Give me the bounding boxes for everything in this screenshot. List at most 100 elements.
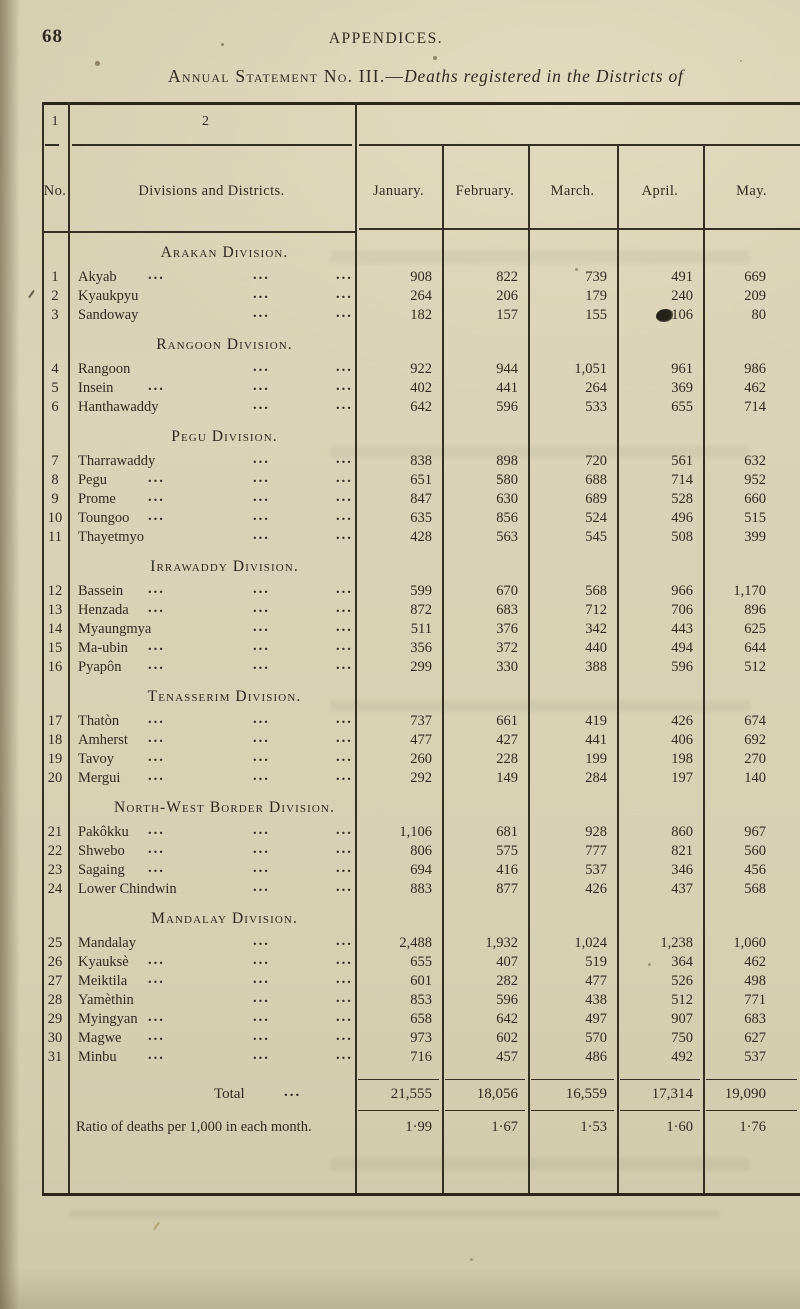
month-value-cell: 737 — [355, 712, 442, 731]
district-cell: Kyauksè......... — [68, 952, 355, 972]
month-value: 658 — [410, 1011, 432, 1027]
table-row: 2 Kyaukpyu...... 264 206 179 240 209 — [42, 286, 800, 306]
table-row: 8 Pegu......... 651 580 688 714 952 — [42, 470, 800, 490]
month-value-cell: 494 — [617, 639, 703, 658]
leader-dots: ... — [253, 305, 270, 321]
month-value: 428 — [410, 529, 432, 545]
month-value: 750 — [671, 1030, 693, 1046]
month-value-cell: 644 — [703, 639, 800, 658]
leader-dots: ... — [253, 508, 270, 524]
month-value-cell: 80 — [703, 306, 800, 325]
leader-dots: ... — [253, 768, 270, 784]
ink-blot — [656, 309, 673, 322]
month-value: 149 — [496, 770, 518, 786]
month-value: 515 — [744, 510, 766, 526]
row-number: 18 — [47, 732, 63, 748]
district-cell: Thayetmyo...... — [68, 527, 355, 547]
month-value: 674 — [744, 713, 766, 729]
district-name: Minbu — [78, 1049, 117, 1065]
district-name: Shwebo — [78, 843, 125, 859]
month-value: 670 — [496, 583, 518, 599]
month-value: 560 — [744, 843, 766, 859]
month-value: 570 — [585, 1030, 607, 1046]
month-value-cell: 182 — [355, 306, 442, 325]
month-value: 157 — [496, 307, 518, 323]
month-value: 462 — [744, 954, 766, 970]
month-value-cell: 714 — [617, 471, 703, 490]
month-value-cell: 438 — [528, 991, 617, 1010]
month-value-cell: 570 — [528, 1029, 617, 1048]
month-value: 477 — [585, 973, 607, 989]
month-value-cell: 716 — [355, 1048, 442, 1067]
month-value-cell: 437 — [617, 880, 703, 899]
table-row: 1 Akyab......... 908 822 739 491 669 — [42, 267, 800, 287]
month-value: 496 — [671, 510, 693, 526]
month-value-cell: 209 — [703, 287, 800, 306]
leader-dots: ... — [336, 1009, 353, 1025]
month-value: 877 — [496, 881, 518, 897]
month-value-cell: 627 — [703, 1029, 800, 1048]
row-number: 28 — [47, 992, 63, 1008]
month-value: 440 — [585, 640, 607, 656]
total-value-cell: 18,056 — [442, 1079, 528, 1111]
leader-dots: ... — [148, 600, 165, 616]
district-cell: Akyab......... — [68, 267, 355, 287]
month-value-cell: 376 — [442, 620, 528, 639]
leader-dots: ... — [336, 1028, 353, 1044]
month-value: 714 — [671, 472, 693, 488]
table-row: 7 Tharrawaddy...... 838 898 720 561 632 — [42, 451, 800, 471]
month-value-cell: 456 — [703, 861, 800, 880]
month-value-cell: 967 — [703, 823, 800, 842]
month-value-cell: 630 — [442, 490, 528, 509]
leader-dots: ... — [253, 879, 270, 895]
leader-dots: ... — [336, 359, 353, 375]
district-name: Magwe — [78, 1030, 122, 1046]
leader-dots: ... — [284, 1084, 302, 1100]
month-value-cell: 440 — [528, 639, 617, 658]
district-name: Bassein — [78, 583, 124, 599]
month-value: 406 — [671, 732, 693, 748]
row-number: 16 — [47, 659, 63, 675]
month-value-cell: 661 — [442, 712, 528, 731]
table-row: 5 Insein......... 402 441 264 369 462 — [42, 378, 800, 398]
district-name: Prome — [78, 491, 116, 507]
month-value: 369 — [671, 380, 693, 396]
district-name: Pakôkku — [78, 824, 129, 840]
month-value-cell: 1,060 — [703, 934, 800, 953]
district-name: Tavoy — [78, 751, 115, 767]
month-value: 944 — [496, 361, 518, 377]
month-value: 922 — [410, 361, 432, 377]
month-value: 627 — [744, 1030, 766, 1046]
month-value-cell: 537 — [528, 861, 617, 880]
month-value-cell: 199 — [528, 750, 617, 769]
month-value: 1,106 — [399, 824, 432, 840]
row-number: 5 — [51, 380, 59, 396]
row-number: 27 — [47, 973, 63, 989]
month-value: 491 — [671, 269, 693, 285]
month-value: 206 — [496, 288, 518, 304]
total-value: 17,314 — [620, 1079, 700, 1111]
month-value: 270 — [744, 751, 766, 767]
month-value: 967 — [744, 824, 766, 840]
leader-dots: ... — [148, 378, 165, 394]
paper-speck — [433, 56, 437, 60]
district-cell: Minbu......... — [68, 1047, 355, 1067]
leader-dots: ... — [253, 730, 270, 746]
district-cell: Shwebo......... — [68, 841, 355, 861]
month-value: 376 — [496, 621, 518, 637]
header-bottom-rule-months — [359, 228, 800, 230]
district-cell: Kyaukpyu...... — [68, 286, 355, 306]
header-april: April. — [641, 182, 679, 199]
row-number: 4 — [51, 361, 59, 377]
month-value: 683 — [744, 1011, 766, 1027]
month-value-cell: 655 — [355, 953, 442, 972]
month-value-cell: 1,932 — [442, 934, 528, 953]
month-value-cell: 575 — [442, 842, 528, 861]
leader-dots: ... — [148, 489, 165, 505]
month-value-cell: 419 — [528, 712, 617, 731]
month-value-cell: 898 — [442, 452, 528, 471]
month-value-cell: 683 — [442, 601, 528, 620]
division-header: Mandalay Division. — [151, 910, 298, 927]
district-cell: Lower Chindwin...... — [68, 879, 355, 899]
month-value-cell: 822 — [442, 268, 528, 287]
